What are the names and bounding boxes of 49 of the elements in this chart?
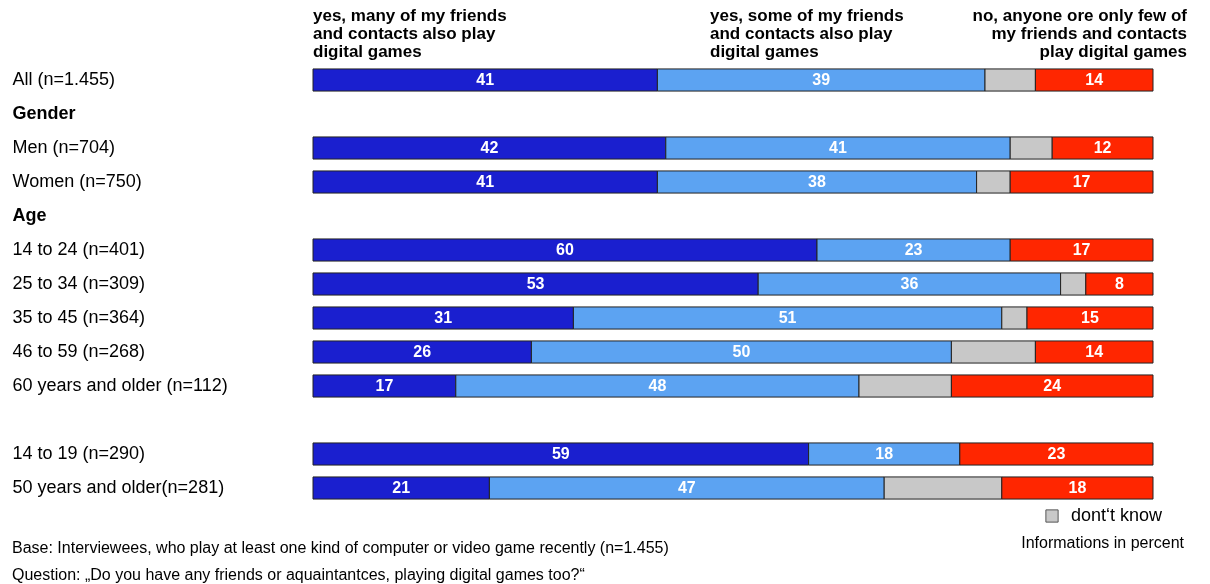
legend-label: dont‘t know — [1071, 505, 1164, 525]
data-label: 47 — [677, 479, 696, 496]
y-tick-label: 35 to 45 (n=364) — [12, 307, 146, 327]
data-label: 21 — [392, 479, 411, 496]
y-tick-label: Gender — [12, 103, 76, 123]
data-label: 17 — [1072, 173, 1091, 190]
data-label: 60 — [556, 241, 574, 258]
data-label: 23 — [904, 241, 923, 258]
data-label: 48 — [648, 377, 667, 394]
text: Informations in percent — [1021, 534, 1185, 551]
text: Base: Interviewees, who play at least one kind of computer or video game recently (n=1.455) — [12, 539, 669, 556]
y-tick-label: 60 years and older (n=112) — [12, 375, 228, 395]
data-label: 12 — [1093, 139, 1112, 156]
y-tick-label: Women (n=750) — [12, 171, 142, 191]
y-tick-label: Men (n=704) — [12, 137, 116, 157]
data-label: 41 — [476, 71, 495, 88]
data-label: 17 — [1072, 241, 1091, 258]
y-tick-label: 14 to 24 (n=401) — [12, 239, 146, 259]
data-label: 17 — [375, 377, 394, 394]
text: no, anyone ore only few of my friends and contacts play digital games — [972, 6, 1188, 61]
text: Question: „Do you have any friends or aquaintantces, playing digital games too?“ — [12, 566, 585, 583]
data-label: 42 — [480, 139, 499, 156]
data-label: 18 — [875, 445, 894, 462]
data-label: 41 — [829, 139, 847, 156]
y-tick-label: 14 to 19 (n=290) — [12, 443, 146, 463]
data-label: 36 — [900, 275, 919, 292]
data-label: 31 — [434, 309, 453, 326]
data-label: 41 — [476, 173, 495, 190]
data-label: 39 — [812, 71, 831, 88]
data-label: 15 — [1081, 309, 1099, 326]
data-label: 53 — [526, 275, 545, 292]
data-label: 59 — [551, 445, 570, 462]
data-label: 18 — [1068, 479, 1087, 496]
data-label: 51 — [778, 309, 797, 326]
y-tick-label: 46 to 59 (n=268) — [12, 341, 146, 361]
series-label: yes, some of my friends and contacts also play digital games — [710, 6, 904, 61]
data-label: 24 — [1043, 377, 1062, 394]
data-label: 14 — [1085, 71, 1104, 88]
y-tick-label: 50 years and older(n=281) — [12, 477, 225, 497]
series-label: yes, many of my friends and contacts also play digital games — [313, 6, 507, 61]
y-tick-label: Age — [12, 205, 47, 225]
data-label: 14 — [1085, 343, 1104, 360]
data-label: 38 — [808, 173, 826, 190]
data-label: 26 — [413, 343, 432, 360]
data-label: 50 — [732, 343, 751, 360]
data-label: 23 — [1047, 445, 1066, 462]
y-tick-label: 25 to 34 (n=309) — [12, 273, 146, 293]
data-label: 8 — [1114, 275, 1124, 292]
y-tick-label: All (n=1.455) — [12, 69, 116, 89]
